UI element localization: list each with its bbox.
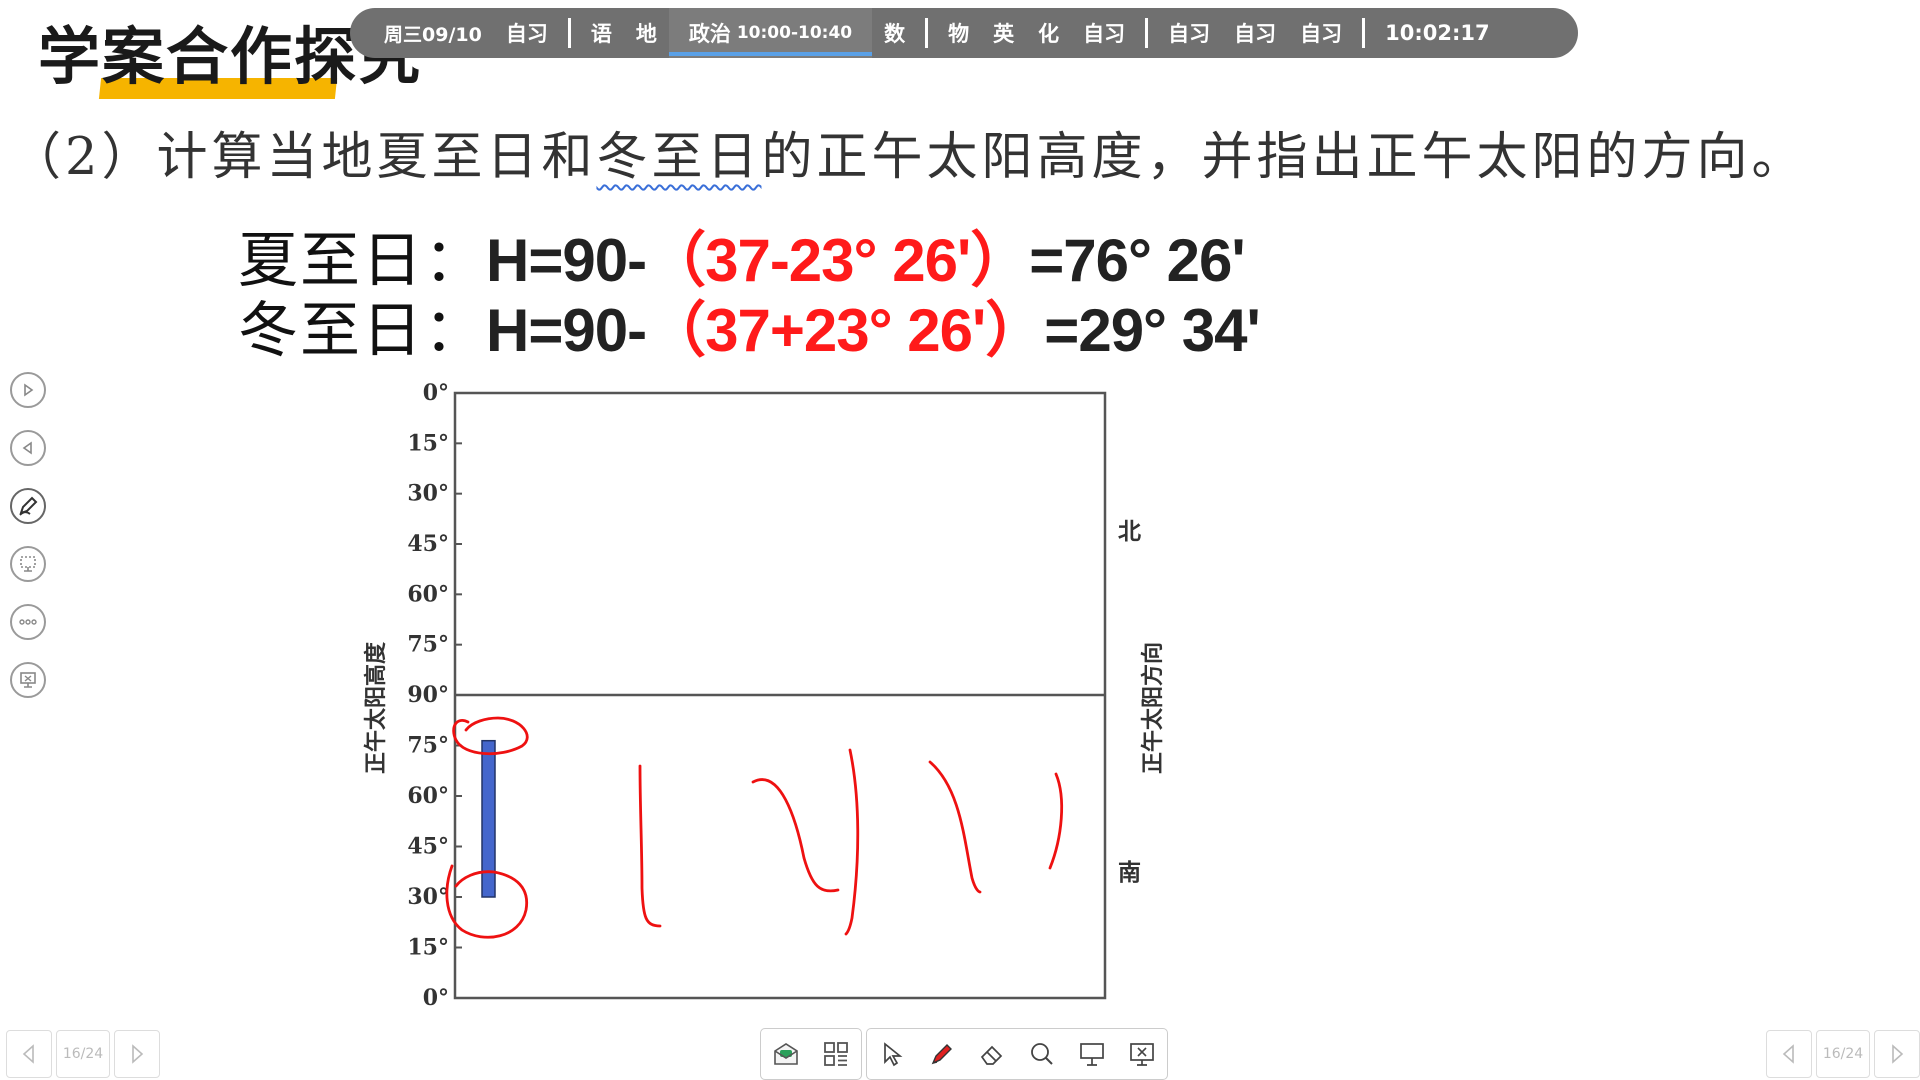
- schedule-item-active: 政治 10:00-10:40: [668, 8, 873, 58]
- page-indicator: 16/24: [56, 1030, 110, 1078]
- exit-screen-icon[interactable]: [1117, 1029, 1167, 1079]
- toolbar-group-apps: [760, 1028, 862, 1080]
- schedule-item: 自习: [1234, 22, 1277, 46]
- pen-icon[interactable]: [10, 488, 46, 524]
- chart-tick-label: 75°: [407, 632, 449, 658]
- next-page-icon[interactable]: [1874, 1030, 1920, 1078]
- page-indicator: 16/24: [1816, 1030, 1870, 1078]
- apps-grid-icon[interactable]: [811, 1029, 861, 1079]
- annotation-circle-top: [452, 716, 529, 756]
- chart-tick-label: 0°: [423, 380, 449, 406]
- schedule-item: 语: [590, 22, 612, 46]
- summer-formula: 夏至日：H=90-（37-23° 26'）=76° 26': [238, 212, 1246, 299]
- schedule-item: 自习: [1168, 22, 1211, 46]
- chart-tick-label: 30°: [407, 884, 449, 910]
- prev-page-icon[interactable]: [1766, 1030, 1812, 1078]
- side-toolbar: [10, 372, 46, 698]
- play-back-icon[interactable]: [10, 430, 46, 466]
- question-suffix: 的正午太阳高度，并指出正午太阳的方向。: [761, 128, 1807, 187]
- chart-tick-label: 0°: [423, 985, 449, 1011]
- schedule-item: 自习: [1083, 22, 1126, 46]
- schedule-item: 英: [993, 22, 1015, 46]
- question-prefix: （2）计算当地夏至日和: [10, 128, 597, 187]
- annotation-stroke-4: [928, 760, 982, 894]
- pen-tool-icon[interactable]: [917, 1029, 967, 1079]
- schedule-date: 周三09/10: [384, 23, 482, 46]
- prev-page-icon[interactable]: [6, 1030, 52, 1078]
- play-forward-icon[interactable]: [10, 372, 46, 408]
- annotation-stroke-5: [1048, 772, 1064, 870]
- schedule-clock: 10:02:17: [1385, 21, 1490, 45]
- chart-tick-label: 15°: [407, 935, 449, 961]
- annotation-stroke-1: [638, 764, 662, 928]
- annotation-stroke-2: [751, 778, 840, 893]
- solar-altitude-chart: 0° 15° 30° 45° 60° 75° 90° 75° 60° 45° 30° 15° 0° 正午…: [363, 380, 1166, 1011]
- eraser-icon[interactable]: [967, 1029, 1017, 1079]
- question-underlined: 冬至日: [596, 128, 762, 187]
- chart-tick-label: 60°: [407, 581, 449, 607]
- chart-tick-label: 30°: [407, 481, 449, 507]
- schedule-item: 化: [1038, 22, 1060, 46]
- schedule-item-label: 政治: [688, 22, 731, 46]
- toolbar-group-drawing: [866, 1028, 1168, 1080]
- board-icon[interactable]: [1067, 1029, 1117, 1079]
- screen-select-icon[interactable]: [10, 546, 46, 582]
- schedule-item: 自习: [505, 22, 548, 46]
- schedule-item: 数: [884, 22, 906, 46]
- page-nav-right: 16/24: [1766, 1030, 1920, 1078]
- altitude-bar: [481, 739, 496, 898]
- schedule-separator: [567, 18, 571, 48]
- chart-tick-label: 45°: [407, 531, 449, 557]
- schedule-bar: 周三09/10 自习语地政治 10:00-10:40 数物英化自习 自习 自习 自习 10:0…: [350, 8, 1578, 58]
- winter-right: =29° 34': [1044, 297, 1260, 364]
- chart-y2label: 正午太阳方向: [1140, 642, 1166, 774]
- question-text: （2）计算当地夏至日和冬至日的正午太阳高度，并指出正午太阳的方向。: [10, 115, 1806, 189]
- summer-red: （37-23° 26'）: [646, 227, 1030, 294]
- winter-left: H=90-: [486, 297, 647, 364]
- resource-box-icon[interactable]: [761, 1029, 811, 1079]
- schedule-item: 地: [635, 22, 657, 46]
- summer-left: H=90-: [486, 227, 647, 294]
- north-label: 北: [1118, 518, 1141, 545]
- schedule-item: 自习: [1300, 22, 1343, 46]
- chart-tick-label: 45°: [407, 834, 449, 860]
- summer-right: =76° 26': [1029, 227, 1245, 294]
- more-icon[interactable]: [10, 604, 46, 640]
- annotation-circle-bottom: [445, 864, 529, 939]
- chart-tick-label: 60°: [407, 783, 449, 809]
- chart-tick-label: 15°: [407, 430, 449, 456]
- screen-off-icon[interactable]: [10, 662, 46, 698]
- schedule-separator: [925, 18, 929, 48]
- summer-label: 夏至日：: [238, 226, 486, 296]
- search-icon[interactable]: [1017, 1029, 1067, 1079]
- next-page-icon[interactable]: [114, 1030, 160, 1078]
- winter-formula: 冬至日：H=90-（37+23° 26'）=29° 34': [238, 282, 1261, 369]
- schedule-separator: [1362, 18, 1366, 48]
- schedule-item-time: 10:00-10:40: [736, 23, 853, 43]
- chart-tick-label: 75°: [407, 733, 449, 759]
- chart-tick-label: 90°: [407, 682, 449, 708]
- schedule-item: 物: [948, 22, 970, 46]
- cursor-icon[interactable]: [867, 1029, 917, 1079]
- page-nav-left: 16/24: [6, 1030, 160, 1078]
- schedule-separator: [1145, 18, 1149, 48]
- chart-ylabel: 正午太阳高度: [363, 641, 389, 774]
- south-label: 南: [1118, 859, 1141, 886]
- winter-red: （37+23° 26'）: [646, 297, 1045, 364]
- bottom-toolbar: [760, 1028, 1168, 1080]
- annotation-stroke-3: [844, 748, 860, 936]
- winter-label: 冬至日：: [238, 296, 486, 366]
